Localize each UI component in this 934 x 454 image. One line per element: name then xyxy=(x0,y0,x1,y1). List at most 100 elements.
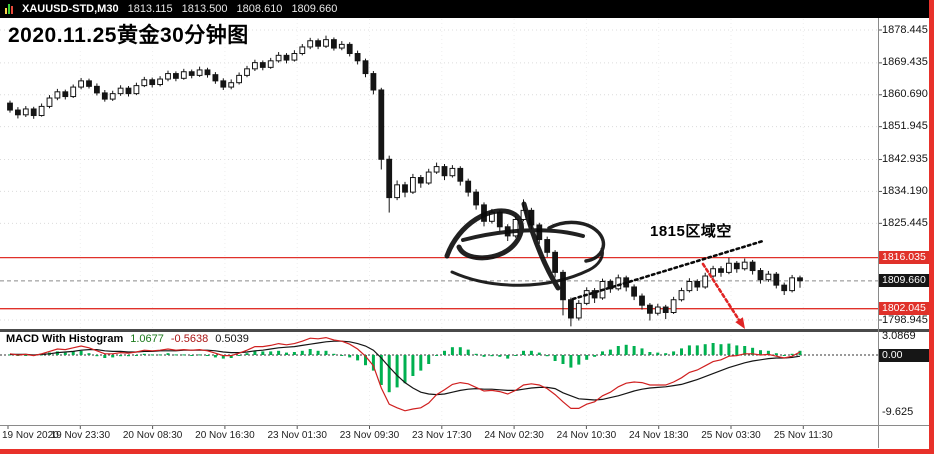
candlestick xyxy=(86,80,92,87)
right-red-frame-strip xyxy=(929,0,934,454)
macd-histogram-bar xyxy=(348,355,352,358)
candlestick xyxy=(354,53,361,62)
time-axis-label: 23 Nov 09:30 xyxy=(339,430,400,441)
macd-histogram-bar xyxy=(245,353,249,355)
grid-layer xyxy=(0,19,878,424)
macd-histogram-bar xyxy=(711,343,715,355)
candlestick xyxy=(560,271,566,301)
open-price-value: 1813.115 xyxy=(127,3,173,15)
time-axis-separator xyxy=(0,425,929,426)
macd-histogram-bar xyxy=(506,355,510,359)
candlestick xyxy=(331,39,337,49)
candlestick xyxy=(654,306,661,314)
high-price-value: 1813.500 xyxy=(181,3,228,15)
candlestick xyxy=(30,108,37,117)
macd-histogram-bar xyxy=(680,348,683,355)
time-axis-label: 25 Nov 11:30 xyxy=(773,430,833,441)
candlestick xyxy=(267,60,274,68)
candlestick xyxy=(433,166,440,173)
sell-direction-arrow[interactable] xyxy=(701,262,741,322)
time-axis-label: 20 Nov 08:30 xyxy=(122,430,183,441)
macd-histogram-bar xyxy=(340,355,344,356)
candlestick xyxy=(46,97,53,107)
candlestick xyxy=(568,299,574,319)
candlestick xyxy=(117,87,124,95)
candlestick xyxy=(686,280,693,292)
macd-zero-badge: 0.00 xyxy=(879,348,929,362)
macd-histogram-bar xyxy=(727,343,731,355)
macd-value-3: 0.5039 xyxy=(215,333,249,345)
candlestick xyxy=(639,295,645,306)
macd-value-1: 1.0677 xyxy=(130,333,164,345)
macd-histogram-bar xyxy=(127,355,130,357)
candlestick xyxy=(291,53,298,61)
time-axis-label: 24 Nov 10:30 xyxy=(556,430,617,441)
macd-histogram-bar xyxy=(387,355,391,393)
close-price-value: 1809.660 xyxy=(291,3,338,15)
price-axis[interactable]: 1878.445 1869.435 1860.690 1851.945 1842.935… xyxy=(879,18,929,426)
candlestick xyxy=(797,277,803,282)
macd-axis-top-label: 3.0869 xyxy=(882,329,916,342)
macd-histogram-bar xyxy=(435,355,439,356)
macd-histogram-bar xyxy=(87,353,91,355)
macd-main-line xyxy=(9,336,801,412)
candlestick xyxy=(694,280,701,288)
macd-histogram-bar xyxy=(285,352,288,355)
macd-histogram-bar xyxy=(411,355,415,376)
candlestick xyxy=(275,54,282,62)
candlestick xyxy=(749,261,756,272)
macd-indicator-name: MACD With Histogram xyxy=(6,333,124,345)
candlestick xyxy=(307,40,314,48)
candlestick xyxy=(283,54,290,61)
macd-histogram-bar xyxy=(261,351,265,355)
candlestick xyxy=(410,177,416,193)
candlestick xyxy=(125,87,132,95)
macd-histogram-bar xyxy=(529,350,533,355)
candlestick xyxy=(544,239,551,253)
candlestick xyxy=(94,85,100,94)
candlestick xyxy=(789,277,796,292)
indicator-panel-separator[interactable] xyxy=(0,329,929,332)
candlestick xyxy=(465,180,472,193)
candlestick xyxy=(299,46,306,55)
macd-histogram-bar xyxy=(624,344,628,355)
macd-indicator-label: MACD With Histogram 1.0677 -0.5638 0.5039 xyxy=(6,333,249,345)
price-axis-label: 1851.945 xyxy=(882,120,928,133)
signature-stroke xyxy=(444,208,524,261)
candlestick xyxy=(196,69,203,76)
symbol-timeframe-label: XAUUSD-STD,M30 xyxy=(22,3,119,15)
candlestick xyxy=(718,268,724,273)
dotted-trendline[interactable] xyxy=(571,239,765,301)
candlestick xyxy=(449,167,456,177)
macd-histogram-bar xyxy=(577,355,581,365)
candlestick xyxy=(78,80,84,88)
candlestick xyxy=(765,273,772,281)
candlestick xyxy=(773,273,780,286)
macd-histogram-bar xyxy=(656,352,660,355)
macd-histogram-bar xyxy=(364,355,367,366)
macd-histogram-bar xyxy=(482,355,486,357)
price-axis-label: 1878.445 xyxy=(882,23,928,36)
macd-histogram-bar xyxy=(213,355,217,358)
time-axis[interactable]: 19 Nov 2020 19 Nov 23:30 20 Nov 08:30 20 No… xyxy=(0,426,929,448)
level-price-badge: 1816.035 xyxy=(879,251,929,265)
candlestick xyxy=(252,62,258,70)
candlestick xyxy=(204,69,211,76)
candlestick xyxy=(346,43,353,55)
candlestick xyxy=(583,290,590,304)
candlestick xyxy=(180,71,187,79)
candlestick xyxy=(394,184,401,199)
macd-histogram-bar xyxy=(782,355,786,356)
macd-histogram-bar xyxy=(585,355,589,360)
macd-histogram-bar xyxy=(790,353,794,355)
macd-histogram-bar xyxy=(119,355,123,357)
time-axis-label: 24 Nov 18:30 xyxy=(628,430,689,441)
macd-layer xyxy=(0,336,878,412)
macd-histogram-bar xyxy=(356,355,360,361)
candlestick xyxy=(575,302,582,319)
macd-histogram-bar xyxy=(774,353,778,355)
sell-arrow-head xyxy=(735,317,745,329)
time-axis-label: 25 Nov 03:30 xyxy=(701,430,761,441)
candlestick xyxy=(236,74,242,84)
